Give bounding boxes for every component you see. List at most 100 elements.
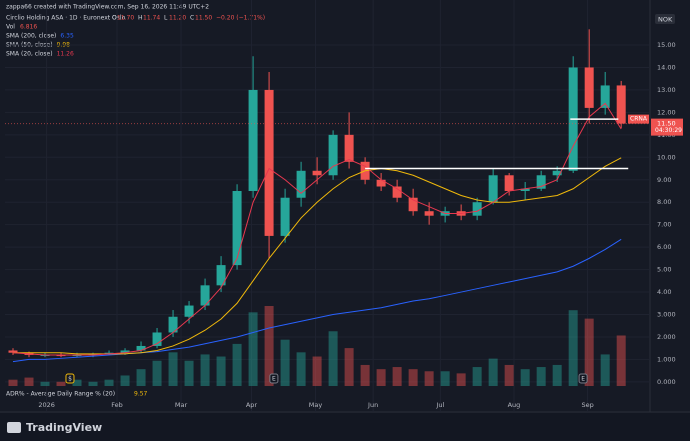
ohlc-value: 11.74	[143, 15, 160, 22]
brand-logo	[7, 422, 21, 433]
volume-bar	[72, 379, 82, 386]
event-label: E	[272, 376, 276, 383]
candle-body	[72, 354, 82, 357]
volume-bar	[552, 364, 562, 386]
candle-body	[504, 175, 514, 191]
x-tick-label: Apr	[246, 401, 258, 409]
volume-bar	[568, 310, 578, 386]
candle-body	[152, 332, 162, 346]
volume-bar	[280, 339, 290, 386]
y-tick-label: 4.00	[657, 288, 671, 296]
candle-body	[616, 85, 626, 124]
candle-body	[296, 170, 306, 198]
volume-bar	[584, 318, 594, 386]
volume-bar	[344, 348, 354, 386]
volume-bar	[488, 358, 498, 386]
ohlc-label: O	[112, 15, 117, 22]
candle-body	[424, 211, 434, 216]
volume-bar	[56, 381, 66, 386]
event-marker	[578, 373, 588, 384]
volume-bar	[328, 331, 338, 386]
candle-body	[88, 353, 98, 355]
ohlc-label: L	[164, 15, 168, 22]
candle-body	[392, 186, 402, 198]
volume-bar	[216, 356, 226, 386]
volume-bar	[312, 356, 322, 386]
volume-bar	[504, 364, 514, 386]
event-marker	[65, 373, 75, 384]
volume-bar	[120, 375, 130, 386]
y-tick-label: 3.000	[657, 311, 676, 319]
last-price-symbol-box	[628, 114, 649, 124]
candle-body	[408, 197, 418, 212]
volume-bar	[248, 312, 258, 386]
y-tick-label: 1.000	[657, 355, 676, 363]
change: −0.20 (−1.71%)	[216, 15, 265, 22]
y-tick-label: 0.000	[657, 378, 676, 386]
x-tick-label: Jul	[435, 401, 444, 409]
volume-bar	[232, 343, 242, 386]
volume-bar	[600, 354, 610, 386]
volume-value: 6.816	[20, 24, 37, 31]
volume-bar	[408, 369, 418, 386]
candle-body	[520, 188, 530, 191]
candle-body	[264, 89, 274, 236]
currency: NOK	[658, 16, 673, 24]
candle-body	[136, 345, 146, 351]
legend-value: 6.35	[60, 33, 74, 40]
ohlc-value: 11.50	[195, 15, 212, 22]
volume-bar	[264, 306, 274, 386]
volume-bar	[376, 369, 386, 386]
candle-body	[328, 134, 338, 176]
volume-bar	[456, 373, 466, 386]
volume-bar	[8, 379, 18, 386]
y-tick-label: 15.00	[657, 41, 676, 49]
volume-bar	[616, 335, 626, 386]
candle-body	[8, 350, 18, 353]
volume-name: Vol	[6, 24, 15, 31]
x-tick-label: Feb	[111, 401, 123, 409]
footer	[0, 413, 690, 441]
volume-bar	[104, 379, 114, 386]
candle-body	[312, 170, 322, 176]
x-tick-label: Sep	[581, 401, 593, 409]
y-tick-label: 10.00	[657, 153, 676, 161]
candle-body	[56, 354, 66, 357]
brand: TradingView	[26, 421, 102, 434]
volume-bar	[424, 371, 434, 386]
candle-body	[184, 305, 194, 317]
ohlc-value: 11.70	[117, 15, 134, 22]
candle-body	[168, 316, 178, 333]
currency-box	[655, 14, 675, 24]
credit: zappa66 created with TradingView.com, Se…	[6, 4, 209, 11]
candle-body	[120, 350, 130, 353]
x-tick-label: May	[309, 401, 323, 409]
candle-body	[200, 285, 210, 306]
volume-bar	[360, 364, 370, 386]
y-tick-label: 2.000	[657, 333, 676, 341]
x-tick-label: 2026	[38, 401, 55, 409]
event-label: E	[581, 376, 585, 383]
candle-body	[472, 202, 482, 216]
y-tick-label: 7.00	[657, 221, 671, 229]
event-label: $	[68, 376, 72, 383]
y-tick-label: 8.00	[657, 198, 671, 206]
volume-bar	[536, 367, 546, 386]
last-price-symbol: CRNA	[630, 116, 648, 123]
candle-body	[488, 175, 498, 203]
candle-body	[232, 190, 242, 266]
y-tick-label: 13.00	[657, 86, 676, 94]
candle-body	[584, 67, 594, 108]
volume-bar	[200, 354, 210, 386]
y-tick-label: 5.00	[657, 266, 671, 274]
volume-bar	[184, 360, 194, 386]
candle-body	[248, 89, 258, 191]
candle-body	[280, 197, 290, 236]
volume-bar	[152, 360, 162, 386]
symbol: Circlio Holding ASA · 1D · Euronext Oslo	[6, 15, 126, 22]
volume-bar	[520, 369, 530, 386]
indicator-value: 9.57	[134, 391, 148, 398]
legend-name: SMA (200, close)	[6, 33, 56, 40]
ohlc-label: C	[190, 15, 194, 22]
